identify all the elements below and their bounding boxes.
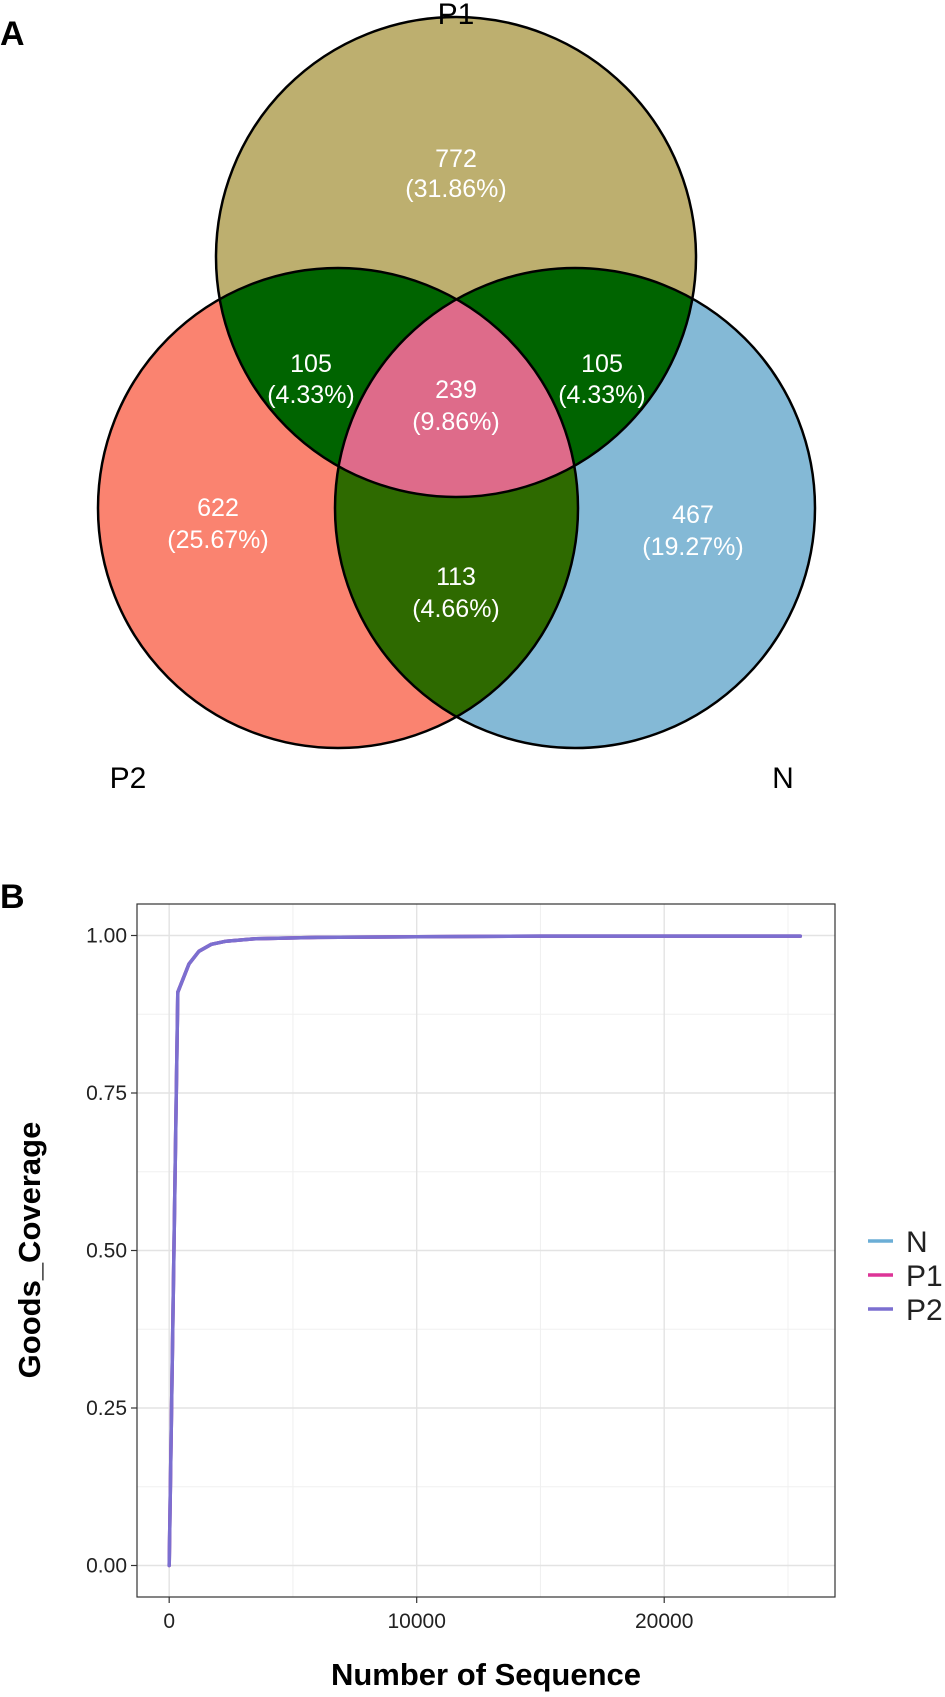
series-lines — [167, 934, 803, 1568]
x-axis-title: Number of Sequence — [331, 1657, 641, 1692]
venn-outline-p2 — [96, 266, 580, 750]
y-tick-label: 0.00 — [86, 1555, 127, 1578]
legend-label-p1: P1 — [906, 1260, 943, 1293]
y-tick-label: 0.75 — [86, 1082, 127, 1105]
panel-b-letter: B — [0, 878, 25, 916]
region-count: 467 — [672, 501, 714, 529]
y-tick-label: 1.00 — [86, 925, 127, 948]
legend-label-n: N — [906, 1226, 928, 1259]
x-tick-label: 20000 — [635, 1610, 693, 1633]
set-label-p2: P2 — [110, 762, 147, 795]
set-label-p1: P1 — [438, 0, 475, 31]
region-count: 113 — [436, 563, 476, 591]
y-tick-label: 0.25 — [86, 1397, 127, 1420]
region-percent: (4.33%) — [267, 381, 355, 409]
coverage-panel: B 0 10000 20000 0.00 0.25 0.50 0.75 1.00 Number… — [0, 878, 943, 1692]
region-count: 105 — [581, 350, 623, 378]
region-label-p2-only: 622 (25.67%) — [167, 494, 268, 554]
region-label-p1-n: 105 (4.33%) — [558, 350, 646, 409]
region-percent: (4.66%) — [412, 595, 500, 623]
venn-region-all — [335, 268, 578, 497]
region-percent: (19.27%) — [642, 533, 743, 561]
panel-a-letter: A — [0, 15, 25, 53]
region-label-n-only: 467 (19.27%) — [642, 501, 743, 561]
set-label-n: N — [772, 762, 794, 795]
region-label-p1-only: 772 (31.86%) — [405, 145, 506, 203]
region-percent: (4.33%) — [558, 381, 646, 409]
region-label-p1-p2: 105 (4.33%) — [267, 350, 355, 409]
region-count: 622 — [197, 494, 239, 522]
region-label-p2-n: 113 (4.66%) — [412, 563, 500, 623]
region-percent: (25.67%) — [167, 526, 268, 554]
series-line-p2 — [167, 934, 803, 1568]
x-tick-label: 0 — [163, 1610, 175, 1633]
legend-label-p2: P2 — [906, 1294, 943, 1327]
venn-outline-p1 — [214, 15, 698, 499]
venn-outline-n — [333, 266, 817, 750]
region-percent: (31.86%) — [405, 175, 506, 203]
y-tick-label: 0.50 — [86, 1240, 127, 1263]
region-count: 772 — [435, 145, 477, 173]
venn-panel: A P1 P2 N 772 (31.86%) — [0, 0, 817, 795]
x-tick-label: 10000 — [387, 1610, 445, 1633]
y-axis-title: Goods_Coverage — [12, 1122, 47, 1379]
region-percent: (9.86%) — [412, 408, 500, 436]
axes: 0 10000 20000 0.00 0.25 0.50 0.75 1.00 — [86, 925, 693, 1634]
region-count: 239 — [435, 376, 477, 404]
region-count: 105 — [290, 350, 332, 378]
region-label-all: 239 (9.86%) — [412, 376, 500, 436]
